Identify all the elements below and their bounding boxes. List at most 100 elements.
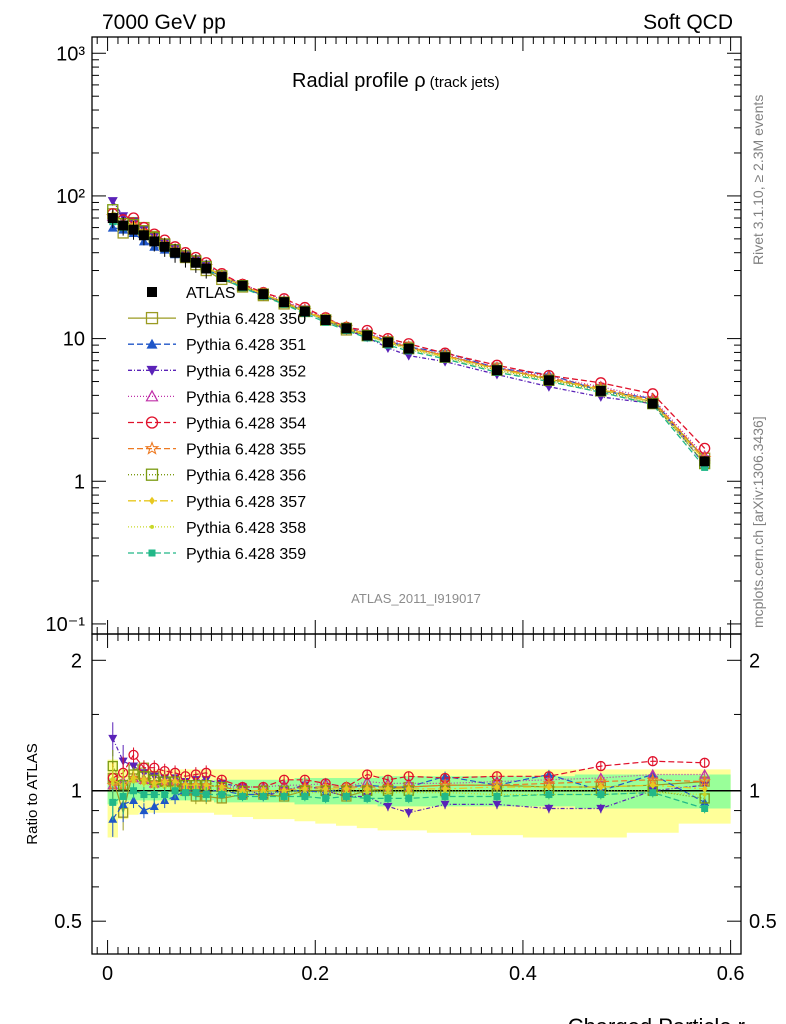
marker <box>145 416 159 429</box>
y-tick-label-right: 2 <box>749 650 760 672</box>
marker <box>543 375 554 386</box>
ratio-line <box>112 765 705 799</box>
x-tick-label: 0.4 <box>509 963 537 985</box>
marker <box>545 783 552 792</box>
rivet-label: Rivet 3.1.10, ≥ 2.3M events <box>750 95 766 265</box>
marker <box>131 779 136 784</box>
marker <box>239 792 247 800</box>
marker <box>162 785 167 790</box>
y-tick-label: 10 <box>63 329 85 351</box>
legend-label: Pythia 6.428 353 <box>186 389 306 406</box>
marker <box>180 252 191 263</box>
marker <box>545 791 553 799</box>
mcplots-label: mcplots.cern.ch [arXiv:1306.3436] <box>750 416 766 628</box>
marker <box>128 749 139 761</box>
y-tick-label: 10³ <box>56 43 85 65</box>
x-tick-label: 0 <box>102 963 113 985</box>
marker <box>362 330 373 341</box>
marker <box>493 783 500 792</box>
marker <box>647 756 658 767</box>
y-tick-label: 0.5 <box>54 911 82 933</box>
series-atlas <box>107 209 710 467</box>
marker <box>440 800 450 809</box>
marker <box>107 213 118 224</box>
ratio-frame <box>91 633 742 955</box>
legend-entry: Pythia 6.428 359 <box>128 546 306 563</box>
marker <box>301 792 309 800</box>
marker <box>130 787 138 795</box>
marker <box>699 456 710 467</box>
marker <box>544 804 554 813</box>
legend-label: Pythia 6.428 350 <box>186 311 306 328</box>
marker <box>385 790 390 795</box>
y-tick-label: 2 <box>71 650 82 672</box>
marker <box>701 804 709 812</box>
legend-entry: Pythia 6.428 352 <box>128 363 306 380</box>
marker <box>701 463 709 471</box>
legend-label: Pythia 6.428 354 <box>186 416 306 433</box>
marker <box>596 804 606 813</box>
legend-entry: Pythia 6.428 355 <box>128 441 306 459</box>
marker <box>141 781 146 786</box>
ratio-y-label: Ratio to ATLAS <box>24 743 41 844</box>
marker <box>492 800 502 809</box>
marker <box>404 809 414 818</box>
main-panel: 10⁻¹ 1 10 10² 10³ Radial profile ρ (track jet… <box>46 36 742 636</box>
marker <box>440 352 451 363</box>
marker <box>110 781 115 786</box>
legend-entry: Pythia 6.428 354 <box>128 416 306 433</box>
legend-label: Pythia 6.428 358 <box>186 520 306 537</box>
header-right: Soft QCD <box>643 11 733 34</box>
plot-title-main: Radial profile ρ <box>292 70 426 92</box>
x-tick-label: 0.6 <box>717 963 745 985</box>
marker <box>129 795 139 804</box>
marker <box>152 785 157 790</box>
marker <box>146 365 158 376</box>
ratio-series-pythia-6.428-359 <box>109 780 709 821</box>
marker <box>403 343 414 354</box>
legend-label: ATLAS <box>186 285 236 302</box>
plot-title-sub: (track jets) <box>430 74 500 91</box>
legend-label: Pythia 6.428 352 <box>186 363 306 380</box>
marker <box>202 791 210 799</box>
legend-entry: Pythia 6.428 356 <box>128 468 306 485</box>
marker <box>201 263 212 274</box>
marker <box>108 734 118 743</box>
marker <box>299 306 310 317</box>
marker <box>441 792 449 800</box>
ratio-line <box>112 777 705 792</box>
marker <box>190 257 201 268</box>
legend-entry: Pythia 6.428 353 <box>128 389 306 406</box>
marker <box>280 792 288 800</box>
marker <box>595 760 606 772</box>
marker <box>129 762 139 771</box>
marker <box>119 792 127 800</box>
legend-entry: ATLAS <box>147 285 236 302</box>
legend-entry: Pythia 6.428 351 <box>128 337 306 354</box>
marker <box>649 789 657 797</box>
plot-title: Radial profile ρ (track jets) <box>292 70 500 92</box>
marker <box>216 272 227 283</box>
legend-label: Pythia 6.428 351 <box>186 337 306 354</box>
marker <box>140 791 148 799</box>
marker <box>109 798 117 806</box>
marker <box>181 789 189 797</box>
marker <box>161 791 169 799</box>
series-line <box>112 215 706 457</box>
marker <box>150 791 158 799</box>
marker <box>322 794 330 802</box>
marker <box>118 220 129 231</box>
marker <box>145 311 159 325</box>
marker <box>491 365 502 376</box>
marker <box>365 790 370 795</box>
marker <box>259 792 267 800</box>
marker <box>597 783 604 792</box>
marker <box>406 790 411 795</box>
marker <box>595 385 606 396</box>
marker <box>323 790 328 795</box>
main-axis-ticks: 10⁻¹ 1 10 10² 10³ <box>46 37 741 636</box>
y-tick-label: 10² <box>56 186 85 208</box>
marker <box>150 524 154 529</box>
marker <box>139 806 149 815</box>
y-tick-label: 1 <box>71 781 82 803</box>
